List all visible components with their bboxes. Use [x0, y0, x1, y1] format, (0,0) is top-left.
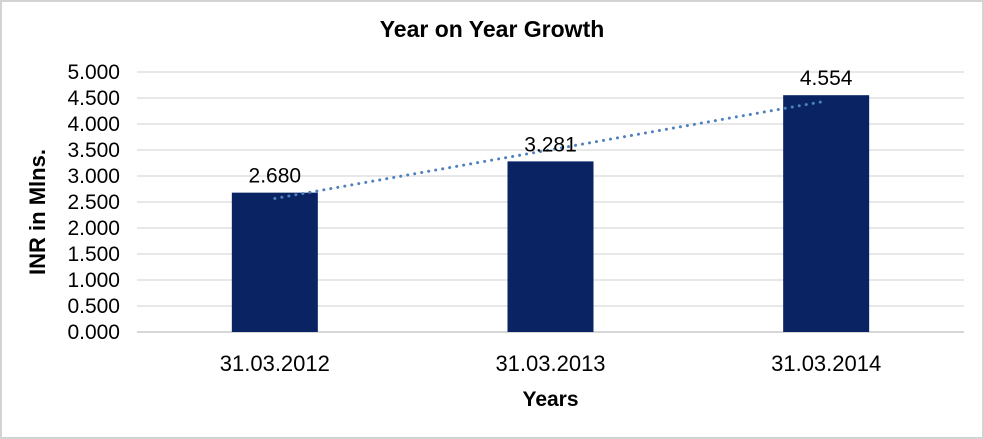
data-label: 4.554 [800, 67, 853, 90]
y-tick-label: 2.500 [67, 191, 120, 214]
y-tick-label: 3.000 [67, 165, 120, 188]
y-tick-label: 3.500 [67, 139, 120, 162]
data-label: 2.680 [249, 165, 302, 188]
x-category-label: 31.03.2012 [220, 351, 330, 376]
trendline [273, 99, 828, 200]
y-tick-label: 0.500 [67, 295, 120, 318]
y-tick-label: 4.000 [67, 113, 120, 136]
chart-title: Year on Year Growth [379, 16, 605, 42]
y-tick-label: 1.500 [67, 243, 120, 266]
y-tick-label: 5.000 [67, 61, 120, 84]
x-category-label: 31.03.2013 [495, 351, 605, 376]
y-tick-label: 1.000 [67, 269, 120, 292]
x-category-label: 31.03.2014 [771, 351, 881, 376]
data-label: 3.281 [524, 133, 577, 156]
y-tick-label: 0.000 [67, 321, 120, 344]
y-tick-label: 2.000 [67, 217, 120, 240]
y-tick-label: 4.500 [67, 87, 120, 110]
x-axis-title: Years [522, 388, 579, 411]
bar [231, 192, 318, 332]
bar [783, 95, 870, 332]
bar [507, 161, 594, 332]
